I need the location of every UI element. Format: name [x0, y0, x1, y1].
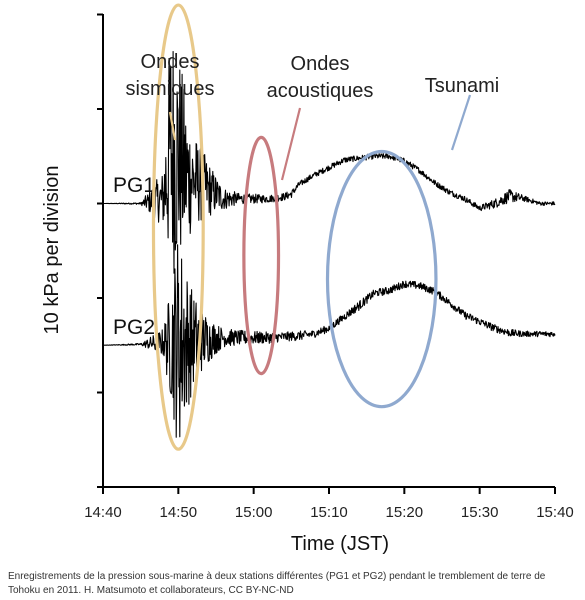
- y-axis-label: 10 kPa per division: [41, 166, 63, 335]
- annotation-ellipse: [242, 135, 281, 376]
- series-label-pg1: PG1: [113, 174, 155, 197]
- annotation-leader-line: [168, 111, 177, 141]
- annotation-leader-line: [280, 107, 302, 181]
- series-label-pg2: PG2: [113, 316, 155, 339]
- x-tick-label: 14:50: [160, 504, 198, 521]
- x-tick-label: 15:10: [310, 504, 348, 521]
- annotation-label: Ondes: [141, 51, 200, 73]
- annotation-ellipse: [151, 3, 205, 451]
- chart-figure: 14:40 14:50 15:00 15:10 15:20 15:30 15:40 Time …: [41, 3, 574, 555]
- annotation-label: Ondes: [291, 53, 350, 75]
- annotation-ellipse: [325, 149, 438, 409]
- series-line-pg1: [102, 51, 556, 274]
- annotation-label: sismiques: [126, 78, 215, 100]
- annotation-leader-line: [450, 94, 472, 151]
- x-tick-label: 15:40: [536, 504, 574, 521]
- x-tick-label: 15:00: [235, 504, 273, 521]
- x-tick-label: 15:20: [386, 504, 424, 521]
- figure-caption: Enregistrements de la pression sous-mari…: [8, 571, 546, 596]
- x-axis-label: Time (JST): [291, 533, 389, 555]
- annotation-label: acoustiques: [267, 80, 374, 102]
- series-line-pg2: [102, 244, 556, 438]
- annotation-label: Tsunami: [425, 75, 499, 97]
- pressure-chart: 14:40 14:50 15:00 15:10 15:20 15:30 15:40 Time …: [41, 3, 574, 555]
- x-tick-label: 14:40: [84, 504, 122, 521]
- x-tick-label: 15:30: [461, 504, 499, 521]
